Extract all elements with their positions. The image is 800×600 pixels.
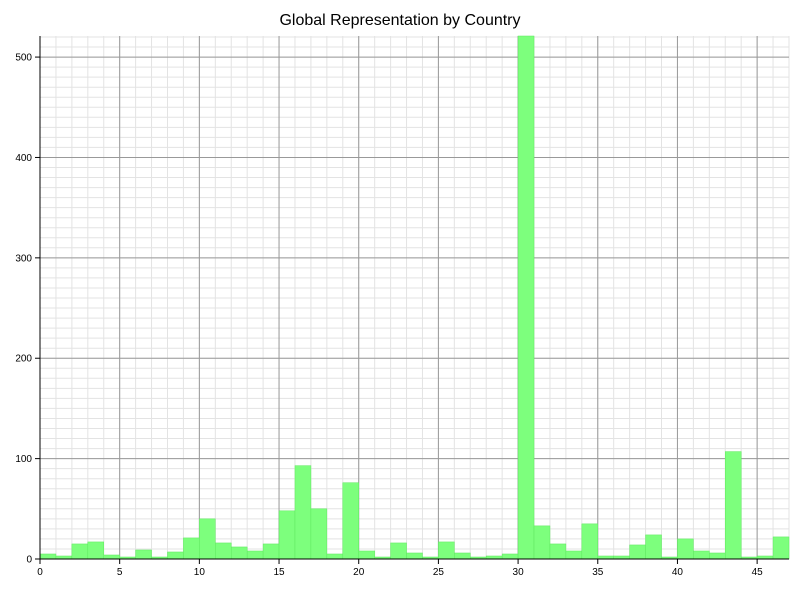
- y-tick-label: 200: [15, 354, 32, 365]
- x-tick-label: 35: [592, 567, 604, 578]
- bar: [326, 553, 344, 560]
- bar: [406, 552, 423, 560]
- bar: [167, 551, 184, 560]
- x-tick-label: 5: [117, 567, 123, 578]
- bar: [390, 542, 407, 560]
- y-tick-label: 100: [15, 454, 32, 465]
- axis-layer: 0 5 10 15 20 25 30 35 40 45 0 100 200 300 400 500: [15, 36, 789, 578]
- bar: [87, 541, 104, 560]
- bar: [199, 518, 216, 560]
- x-tick-label: 45: [752, 567, 764, 578]
- bar: [549, 543, 567, 560]
- bar: [215, 542, 232, 560]
- bar: [629, 544, 646, 560]
- bar: [501, 553, 519, 560]
- x-tick-label: 15: [273, 567, 285, 578]
- bar: [294, 465, 312, 560]
- grid-layer: [39, 36, 790, 560]
- y-tick-label: 400: [15, 153, 32, 164]
- bar: [262, 543, 280, 560]
- bar-layer: [39, 35, 790, 560]
- x-tick-label: 25: [433, 567, 445, 578]
- bar: [772, 536, 790, 560]
- x-tick-label: 20: [353, 567, 365, 578]
- bar: [565, 550, 583, 560]
- y-tick-label: 500: [15, 53, 32, 64]
- bar: [135, 549, 152, 560]
- bar: [278, 510, 296, 560]
- bar: [71, 543, 89, 560]
- x-tick-label: 40: [672, 567, 684, 578]
- bar: [438, 541, 455, 560]
- x-tick-label: 30: [513, 567, 525, 578]
- x-tick-label: 0: [37, 567, 43, 578]
- bar: [517, 35, 535, 560]
- bar: [103, 554, 120, 560]
- chart-title: Global Representation by Country: [279, 12, 521, 29]
- bar: [533, 525, 551, 560]
- x-tick-label: 10: [194, 567, 206, 578]
- bar: [39, 553, 57, 560]
- bar: [693, 550, 710, 560]
- bar: [310, 508, 328, 560]
- bar: [725, 451, 742, 560]
- bar: [454, 552, 471, 560]
- bar: [246, 550, 264, 560]
- bar: [709, 552, 726, 560]
- y-tick-label: 0: [26, 555, 32, 566]
- bar: [581, 523, 599, 560]
- bar: [342, 482, 359, 560]
- y-tick-label: 300: [15, 253, 32, 264]
- bar: [183, 537, 200, 560]
- bar: [358, 550, 375, 560]
- bar: [230, 546, 248, 560]
- bar: [677, 538, 694, 560]
- bar: [645, 534, 662, 560]
